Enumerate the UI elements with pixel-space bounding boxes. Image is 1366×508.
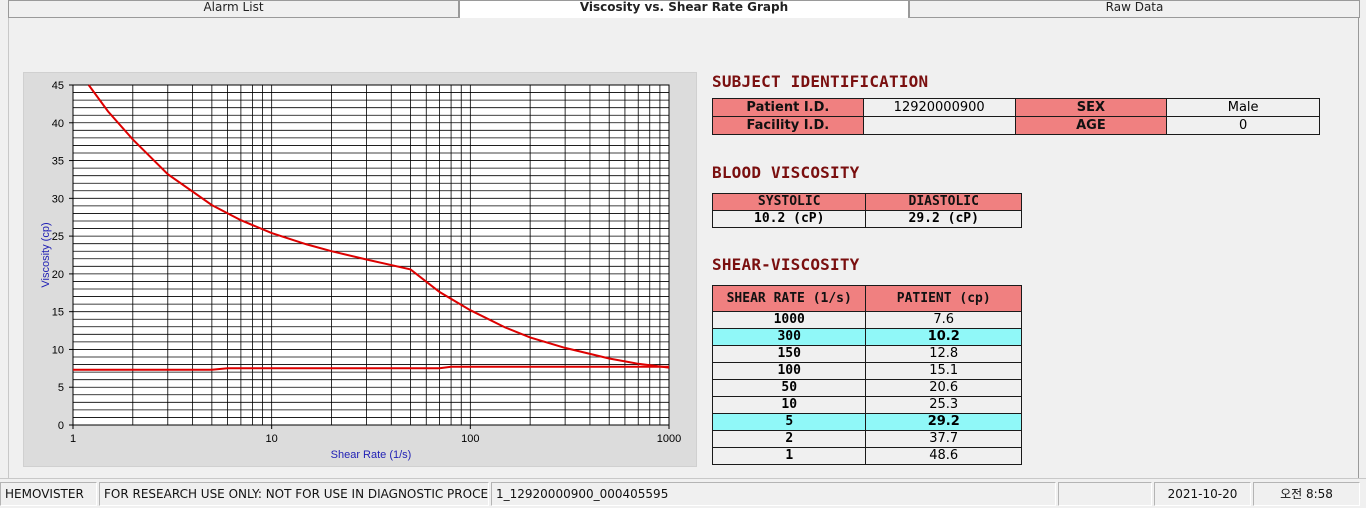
y-tick-label: 30 (52, 193, 64, 205)
status-record-id: 1_12920000900_000405595 (491, 482, 1056, 506)
y-tick-label: 5 (58, 382, 64, 394)
patient-id-value: 12920000900 (862, 98, 1016, 117)
patient-value-cell: 12.8 (865, 345, 1022, 363)
systolic-label: SYSTOLIC (711, 193, 867, 211)
tab-bar: Alarm List Viscosity vs. Shear Rate Grap… (0, 0, 1366, 18)
diastolic-label: DIASTOLIC (865, 193, 1022, 211)
y-tick-label: 25 (52, 231, 64, 243)
status-app-name: HEMOVISTER (0, 482, 97, 506)
subject-table: Patient I.D. 12920000900 SEX Male Facili… (712, 98, 1320, 135)
blood-viscosity-table: SYSTOLIC DIASTOLIC 10.2 (cP) 29.2 (cP) (711, 193, 1022, 228)
x-tick-label: 1000 (657, 433, 681, 445)
shear-rate-cell: 1 (711, 447, 867, 465)
y-tick-label: 10 (52, 344, 64, 356)
patient-value-cell: 25.3 (865, 396, 1022, 414)
x-tick-label: 100 (461, 433, 479, 445)
shear-rate-cell: 300 (711, 328, 867, 346)
shear-rate-cell: 2 (711, 430, 867, 448)
shear-row: 1000 7.6 (711, 311, 1022, 329)
viscosity-chart: 0 5 10 15 20 25 30 35 40 45 1 10 100 1000 Shear Rate (… (23, 72, 697, 467)
y-tick-label: 45 (52, 80, 64, 92)
shear-row: 150 12.8 (711, 345, 1022, 363)
blood-viscosity-title: BLOOD VISCOSITY (712, 163, 860, 182)
patient-value-cell: 10.2 (865, 328, 1022, 346)
chart-svg: 0 5 10 15 20 25 30 35 40 45 1 10 100 1000 Shear Rate (… (40, 80, 681, 461)
tab-label: Raw Data (1105, 0, 1164, 14)
x-tick-label: 1 (70, 433, 76, 445)
shear-rate-cell: 10 (711, 396, 867, 414)
patient-value-cell: 37.7 (865, 430, 1022, 448)
patient-header: PATIENT (cp) (865, 285, 1022, 312)
facility-id-value (862, 116, 1016, 135)
y-tick-label: 40 (52, 118, 64, 130)
panel-border (8, 18, 9, 478)
subject-identification-title: SUBJECT IDENTIFICATION (712, 72, 929, 91)
patient-value-cell: 29.2 (865, 413, 1022, 431)
x-axis-label: Shear Rate (1/s) (331, 449, 412, 461)
shear-row: 5 29.2 (711, 413, 1022, 431)
shear-rate-cell: 150 (711, 345, 867, 363)
y-tick-label: 15 (52, 307, 64, 319)
shear-rate-header: SHEAR RATE (1/s) (711, 285, 867, 312)
status-date: 2021-10-20 (1154, 482, 1251, 506)
shear-rate-cell: 100 (711, 362, 867, 380)
series-line (73, 365, 669, 371)
facility-id-label: Facility I.D. (712, 116, 864, 135)
tab-alarm-list[interactable]: Alarm List (8, 0, 459, 18)
patient-value-cell: 48.6 (865, 447, 1022, 465)
age-value: 0 (1166, 116, 1320, 135)
shear-row: 300 10.2 (711, 328, 1022, 346)
age-label: AGE (1014, 116, 1168, 135)
shear-row: 1 48.6 (711, 447, 1022, 465)
sex-value: Male (1166, 98, 1320, 117)
patient-value-cell: 15.1 (865, 362, 1022, 380)
systolic-value: 10.2 (cP) (711, 210, 867, 228)
plot-area (72, 84, 670, 426)
shear-rate-cell: 50 (711, 379, 867, 397)
shear-viscosity-table: SHEAR RATE (1/s) PATIENT (cp) 1000 7.6 300… (711, 285, 1022, 465)
patient-value-cell: 20.6 (865, 379, 1022, 397)
status-empty-pane (1058, 482, 1152, 506)
series-line (87, 84, 670, 369)
tab-viscosity-graph[interactable]: Viscosity vs. Shear Rate Graph (459, 0, 909, 18)
shear-row: 10 25.3 (711, 396, 1022, 414)
shear-rate-cell: 5 (711, 413, 867, 431)
shear-rate-cell: 1000 (711, 311, 867, 329)
diastolic-value: 29.2 (cP) (865, 210, 1022, 228)
shear-row: 50 20.6 (711, 379, 1022, 397)
y-tick-label: 35 (52, 156, 64, 168)
status-bar: HEMOVISTER FOR RESEARCH USE ONLY: NOT FO… (0, 478, 1366, 508)
y-axis-label: Viscosity (cp) (40, 222, 52, 287)
shear-rows: 1000 7.6 300 10.2 150 12.8 100 15.1 50 20.6 10 25.3… (711, 311, 1022, 465)
y-tick-label: 20 (52, 269, 64, 281)
status-notice: FOR RESEARCH USE ONLY: NOT FOR USE IN DI… (99, 482, 489, 506)
shear-viscosity-title: SHEAR-VISCOSITY (712, 255, 860, 274)
tab-label: Viscosity vs. Shear Rate Graph (579, 0, 789, 14)
patient-value-cell: 7.6 (865, 311, 1022, 329)
tab-label: Alarm List (203, 0, 264, 14)
sex-label: SEX (1014, 98, 1168, 117)
patient-id-label: Patient I.D. (712, 98, 864, 117)
y-tick-label: 0 (58, 420, 64, 432)
panel-border (1358, 18, 1359, 478)
status-time: 오전 8:58 (1253, 482, 1360, 506)
shear-row: 100 15.1 (711, 362, 1022, 380)
shear-row: 2 37.7 (711, 430, 1022, 448)
tab-raw-data[interactable]: Raw Data (909, 0, 1360, 18)
x-tick-label: 10 (266, 433, 278, 445)
